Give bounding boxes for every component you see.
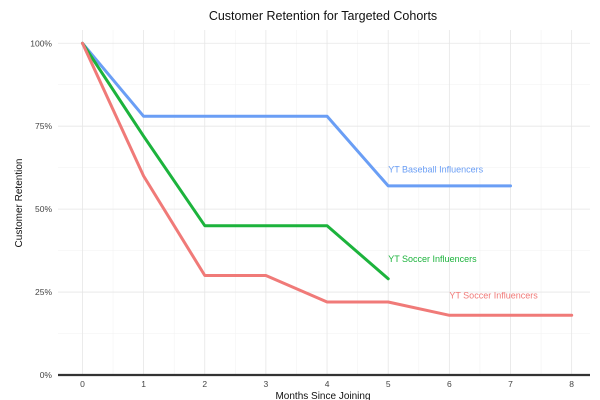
y-tick-label: 75% [35, 121, 52, 131]
series-labels: YT Baseball Influencers YT Soccer Influen… [388, 165, 538, 301]
y-tick-label: 25% [35, 287, 52, 297]
x-tick-label: 4 [325, 379, 330, 389]
y-axis-label: Customer Retention [14, 159, 25, 248]
y-tick-label: 100% [30, 38, 52, 48]
x-tick-label: 6 [447, 379, 452, 389]
series-line-1 [81, 41, 390, 281]
x-tick-label: 7 [508, 379, 513, 389]
x-tick-label: 3 [264, 379, 269, 389]
chart-title: Customer Retention for Targeted Cohorts [209, 9, 437, 23]
series-label-2: YT Soccer Influencers [449, 291, 538, 301]
series-label-0: YT Baseball Influencers [388, 165, 483, 175]
series-line-0 [81, 41, 512, 188]
x-axis-label: Months Since Joining [275, 391, 370, 400]
x-tick-label: 1 [141, 379, 146, 389]
x-tick-label: 2 [202, 379, 207, 389]
x-tick-label: 8 [569, 379, 574, 389]
series-lines [81, 41, 574, 317]
y-tick-label: 0% [40, 370, 53, 380]
series-line-2 [81, 41, 574, 317]
y-tick-label: 50% [35, 204, 52, 214]
axes: 0 1 2 3 4 5 6 7 8 0% 25% 50% 75% 100% [30, 38, 590, 389]
series-label-1: YT Soccer Influencers [388, 254, 477, 264]
x-tick-label: 5 [386, 379, 391, 389]
x-tick-label: 0 [80, 379, 85, 389]
grid-lines [58, 30, 590, 376]
